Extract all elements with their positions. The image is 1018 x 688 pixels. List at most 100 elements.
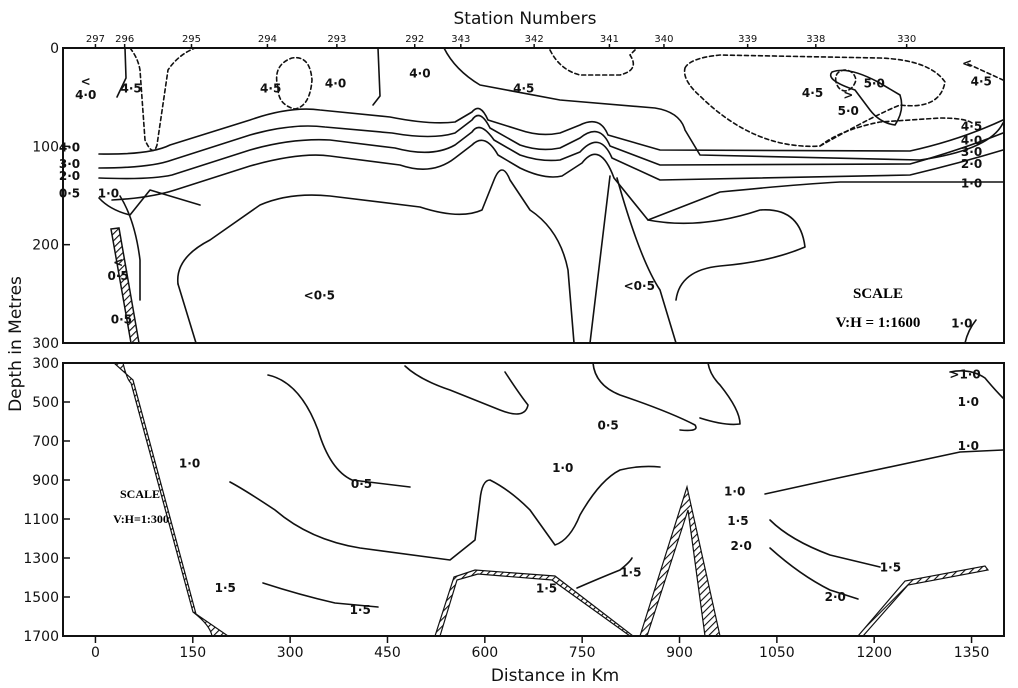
contour-value-label: 1·0 [958, 439, 979, 453]
upper-panel-frame [62, 47, 1005, 344]
contour-1-0-lower-center [229, 465, 661, 561]
y-tick-label: 700 [32, 434, 59, 450]
y-tick-label: 100 [32, 139, 59, 155]
contour-value-label: 4·5 [961, 120, 982, 134]
x-tick-label: 750 [569, 645, 596, 661]
upper-scale-ratio: V:H = 1:1600 [836, 315, 921, 331]
x-tick-label: 900 [666, 645, 693, 661]
contour-4-5-small-eastern [834, 69, 857, 92]
contour-4-5-eastern [683, 54, 946, 148]
station-label: 295 [182, 34, 201, 45]
contour-value-label: 1·0 [98, 186, 119, 200]
station-label: 343 [451, 34, 470, 45]
contour-0-5-central-cell [177, 169, 575, 344]
contour-4-0-ridge [443, 47, 1004, 161]
seabed-lower-central [434, 484, 721, 637]
contour-0-5-lower-tongue [699, 362, 741, 426]
contour-value-label: 3·0 [59, 157, 80, 171]
station-label: 341 [600, 34, 619, 45]
contour-value-label: 1·5 [880, 561, 901, 575]
contour-value-label: 1·5 [536, 582, 557, 596]
contour-value-label: 1·0 [552, 461, 573, 475]
contour-0-5-western-cell [177, 283, 197, 344]
contour-value-label: <0·5 [624, 279, 655, 293]
y-tick-label: 1500 [23, 590, 59, 606]
contour-1-5-lower-left [262, 582, 379, 608]
station-label: 338 [806, 34, 825, 45]
contour-value-label: 5·0 [864, 76, 885, 90]
contour-value-label: 0·5 [111, 312, 132, 326]
upper-scale-title: SCALE [853, 286, 903, 302]
seabed-upper-left [110, 227, 140, 344]
x-ticks: 0 150 300 450 600 750 900 1050 1200 1350 [91, 636, 989, 661]
contour-4-0-left-upper [116, 47, 127, 98]
x-tick-label: 1350 [954, 645, 990, 661]
contour-0-5-left-wall [119, 195, 141, 301]
y-tick-label: 900 [32, 473, 59, 489]
contour-1-0-thermocline [111, 139, 1004, 221]
contour-value-label: 2·0 [961, 157, 982, 171]
contour-labels: <4·0 4·5 4·5 4·04·04·5 4·55·0>5·0<4·54·54·03… [59, 57, 992, 617]
contour-1-5-lower-center [576, 557, 633, 589]
station-label: 297 [86, 34, 105, 45]
y-tick-label: 0 [50, 41, 59, 57]
contour-value-label: 4·0 [409, 67, 430, 81]
contour-5-0-eastern [830, 69, 903, 126]
contour-value-label: 4·5 [971, 74, 992, 88]
chart-title: Station Numbers [454, 9, 597, 29]
contour-value-label: 4·0 [325, 76, 346, 90]
x-tick-label: 150 [179, 645, 206, 661]
station-label: 342 [525, 34, 544, 45]
contour-2-0-thermocline [98, 126, 1004, 181]
contour-value-label: 1·5 [350, 603, 371, 617]
contour-2-0-lower-right [769, 547, 859, 600]
contour-1-0-lower-right [764, 449, 1004, 495]
x-tick-label: 450 [374, 645, 401, 661]
contour-value-label: 4·5 [513, 81, 534, 95]
contour-value-label: 1·5 [215, 581, 236, 595]
x-tick-label: 300 [277, 645, 304, 661]
contour-value-label: 0·5 [108, 269, 129, 283]
x-tick-label: 1200 [856, 645, 892, 661]
contour-value-label: < [113, 255, 123, 269]
lower-panel-frame [62, 362, 1005, 637]
contour-4-5-left-upper [129, 47, 196, 152]
contour-value-label: 1·5 [727, 514, 748, 528]
lower-scale-title: SCALE [120, 487, 160, 501]
contour-value-label: 3·0 [961, 145, 982, 159]
station-labels: 297 296 295 294 293 292 343 342 341 340 339 338 330 [86, 34, 916, 48]
contour-value-label: < [81, 74, 91, 88]
contour-value-label: 4·5 [802, 86, 823, 100]
x-axis-label: Distance in Km [491, 666, 619, 686]
x-tick-label: 1050 [759, 645, 795, 661]
contour-value-label: 1·0 [958, 395, 979, 409]
contour-value-label: 4·0 [961, 133, 982, 147]
station-label: 296 [115, 34, 134, 45]
contour-3-0-thermocline [98, 114, 1004, 169]
contour-value-label: 2·0 [59, 169, 80, 183]
contour-1-5-lower-right [769, 519, 881, 568]
contour-value-label: 0·5 [59, 186, 80, 200]
contour-4-5-eastern-deep [819, 117, 973, 147]
x-tick-label: 600 [471, 645, 498, 661]
contour-4-5-right-top [967, 63, 1004, 81]
contour-4-0-mid-upper [372, 47, 381, 106]
contour-value-label: 4·5 [260, 81, 281, 95]
contour-value-label: 0·5 [597, 418, 618, 432]
station-label: 294 [258, 34, 277, 45]
station-label: 293 [327, 34, 346, 45]
contour-value-label: 1·0 [179, 456, 200, 470]
station-label: 292 [405, 34, 424, 45]
contour-0-5-eastern-tongue [647, 209, 806, 301]
y-axis-label: Depth in Metres [6, 276, 26, 412]
x-tick-label: 0 [91, 645, 100, 661]
station-label: 340 [654, 34, 673, 45]
lower-panel: SCALE V:H=1:300 [62, 362, 1005, 637]
contour-value-label: 2·0 [825, 590, 846, 604]
contour-value-label: 1·5 [620, 566, 641, 580]
contour-value-label: 5·0 [838, 104, 859, 118]
station-label: 330 [897, 34, 916, 45]
contour-0-5-eastern-cell [589, 175, 677, 344]
contour-value-label: > [843, 88, 853, 102]
